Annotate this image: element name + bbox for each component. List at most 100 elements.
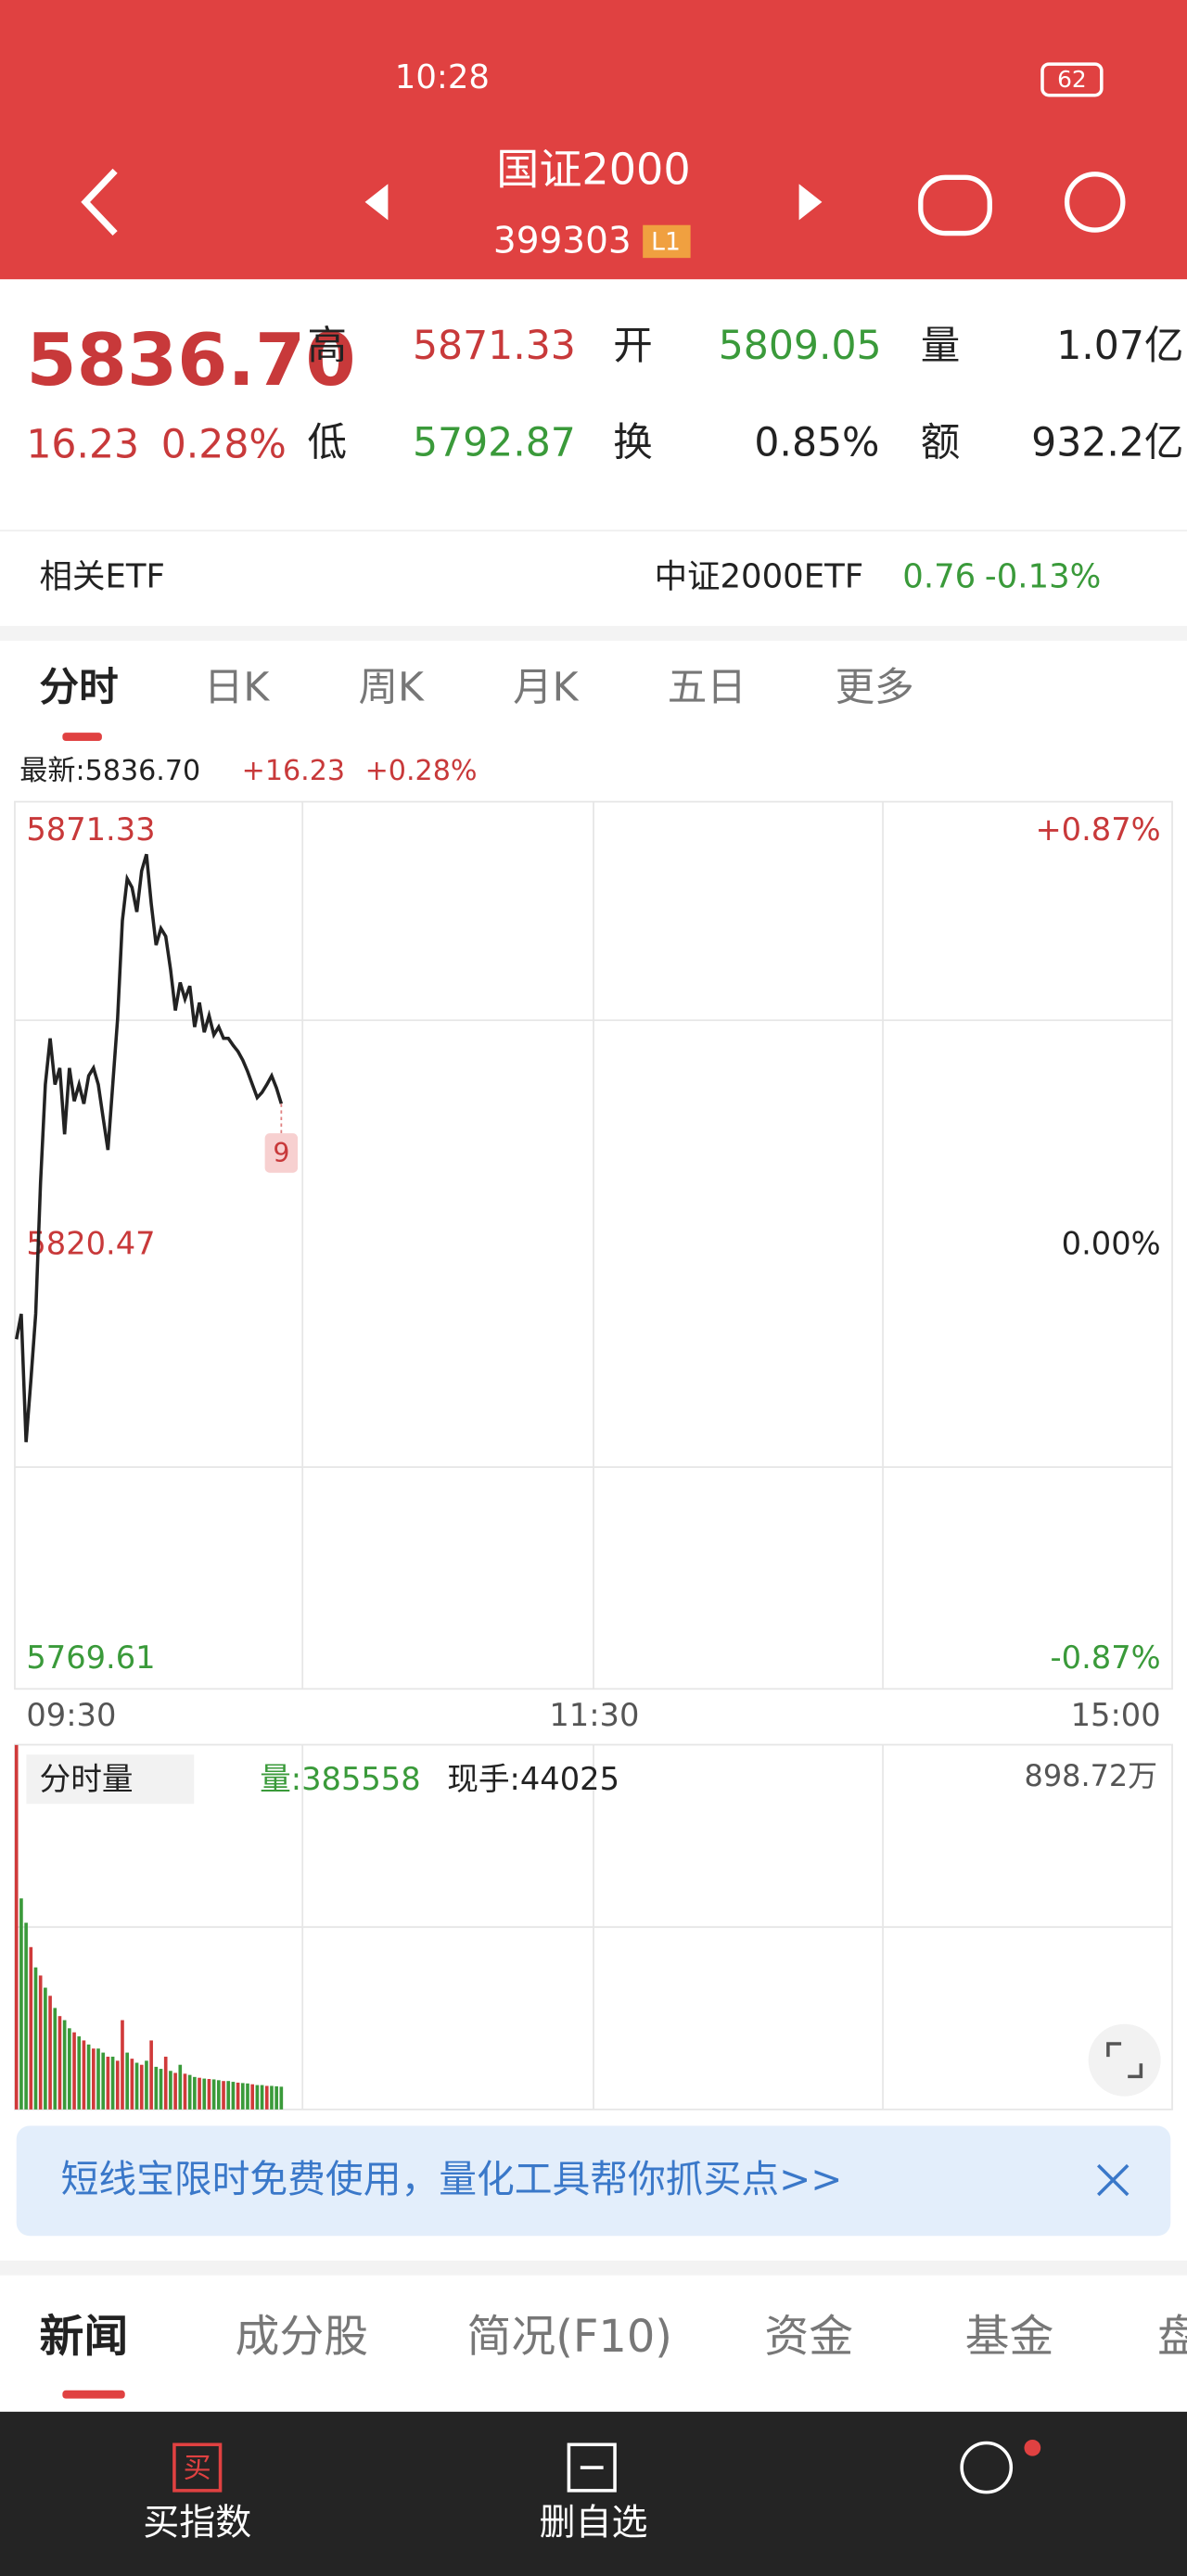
value: 1.07亿 — [1056, 324, 1183, 369]
plot-frame — [14, 800, 1173, 2111]
x-tick-label: 09:30 — [26, 1697, 116, 1733]
annotation: 9 — [273, 1138, 289, 1168]
volume-bar — [33, 1967, 38, 2110]
banner-text: 短线宝限时免费使用，量化工具帮你抓买点>> — [61, 2157, 843, 2201]
news-tab[interactable]: 简况(F10) — [466, 2312, 671, 2363]
nav-bar — [0, 2411, 1187, 2576]
volume-bar — [96, 2048, 100, 2110]
latest-change: +16.23 — [242, 755, 345, 787]
menu-icon[interactable] — [960, 2441, 1014, 2494]
volume-hand: 现手:44025 — [447, 1761, 619, 1797]
volume-bar — [121, 2020, 124, 2110]
volume-bar — [101, 2052, 106, 2110]
volume-bar — [48, 1996, 52, 2110]
etf-name[interactable]: 中证2000ETF — [655, 558, 864, 596]
tab-indicator — [62, 2390, 125, 2399]
gap — [0, 626, 1187, 641]
volume-bar — [62, 2020, 67, 2110]
label: 开 — [613, 324, 653, 369]
label: 高 — [308, 324, 348, 369]
y-tick-label: 5820.47 — [26, 1225, 155, 1261]
volume-bar — [217, 2080, 221, 2110]
volume-bar — [38, 1975, 43, 2110]
news-tab[interactable]: 新闻 — [40, 2312, 129, 2363]
volume-bar — [77, 2036, 82, 2110]
buy-icon[interactable] — [172, 2442, 223, 2493]
y-tick-label: 5769.61 — [26, 1639, 155, 1676]
tab-indicator — [62, 733, 102, 742]
volume-bar — [130, 2059, 134, 2110]
volume-selector[interactable] — [26, 1754, 195, 1804]
volume-bar — [139, 2064, 144, 2110]
news-tab[interactable]: 成分股 — [236, 2312, 369, 2363]
volume-bar — [173, 2072, 177, 2110]
tab[interactable]: 分时 — [40, 666, 119, 711]
close[interactable] — [1097, 2163, 1130, 2197]
tab[interactable]: 五日 — [668, 666, 747, 711]
volume-bar — [202, 2078, 207, 2110]
volume-bar — [183, 2073, 187, 2110]
volume-bar — [226, 2081, 231, 2110]
change: 16.23 — [26, 422, 139, 467]
value: 5792.87 — [413, 421, 576, 466]
expand-button[interactable] — [1088, 2023, 1161, 2097]
news-tab[interactable]: 盘 — [1157, 2312, 1187, 2363]
search-icon[interactable] — [1064, 172, 1126, 233]
banner[interactable] — [16, 2125, 1171, 2237]
volume-bar — [134, 2062, 139, 2110]
etf-price: 0.76 — [902, 558, 976, 596]
volume-bar — [207, 2079, 211, 2110]
value: 932.2亿 — [1031, 421, 1183, 466]
expand-glyph — [1106, 2042, 1143, 2079]
tab[interactable]: 周K — [358, 666, 425, 711]
status-time: 10:28 — [395, 58, 490, 96]
badge-bg — [643, 224, 691, 259]
label: 量 — [921, 324, 961, 369]
y2-tick-label: +0.87% — [1035, 811, 1160, 848]
battery-level: 62 — [1057, 66, 1087, 93]
volume-bar — [159, 2069, 163, 2110]
volume-bar — [106, 2056, 110, 2110]
volume-bar — [270, 2085, 274, 2110]
value: 0.85% — [754, 421, 879, 466]
volume-bar — [187, 2074, 192, 2110]
tab[interactable]: 日K — [204, 666, 271, 711]
nav-item[interactable]: 买指数 — [143, 2503, 251, 2544]
volume-bar — [274, 2085, 278, 2110]
volume-bar — [82, 2040, 86, 2110]
annotation-bg — [264, 1133, 299, 1173]
tab[interactable]: 更多 — [836, 666, 914, 711]
news-tab[interactable]: 资金 — [764, 2312, 853, 2363]
news-tab[interactable]: 基金 — [965, 2312, 1054, 2363]
price-line — [14, 853, 284, 1443]
volume-bar — [255, 2085, 260, 2110]
y2-tick-label: 0.00% — [1062, 1225, 1161, 1261]
volume-bar — [169, 2071, 172, 2110]
remove-icon[interactable] — [567, 2442, 617, 2493]
label: 低 — [308, 421, 348, 466]
header-bg — [0, 0, 1187, 280]
volume-total: 量:385558 — [260, 1761, 421, 1797]
volume-bar — [72, 2032, 76, 2110]
battery — [1040, 62, 1104, 97]
volume-bar — [246, 2083, 249, 2110]
volume-bar — [145, 2060, 148, 2110]
etf-change: -0.13% — [985, 558, 1101, 596]
x-tick-label: 11:30 — [549, 1697, 639, 1733]
volume-bar — [154, 2066, 159, 2110]
label: 额 — [921, 421, 961, 466]
volume-bar — [260, 2085, 264, 2110]
code: 399303 — [493, 221, 632, 262]
tab[interactable]: 月K — [513, 666, 580, 711]
volume-bar — [57, 2016, 62, 2110]
volume-title: 分时量 — [40, 1761, 134, 1797]
nav-item[interactable]: 删自选 — [540, 2503, 648, 2544]
volume-bar — [250, 2084, 255, 2110]
robot-icon[interactable] — [918, 174, 992, 236]
label: 换 — [613, 421, 653, 466]
volume-bar — [86, 2044, 91, 2110]
volume-bar — [178, 2064, 183, 2110]
volume-bar — [125, 2052, 129, 2110]
back-button[interactable] — [81, 168, 118, 236]
